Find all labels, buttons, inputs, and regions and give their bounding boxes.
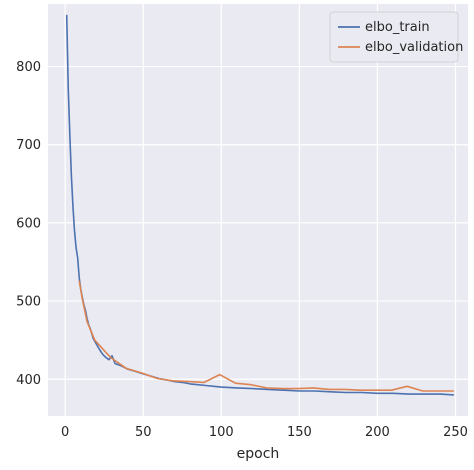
plot-background	[48, 4, 468, 416]
x-tick-label: 50	[135, 425, 152, 440]
x-axis-label: epoch	[237, 446, 280, 462]
legend-label-elbo-validation: elbo_validation	[365, 40, 463, 55]
series-layer	[65, 14, 454, 396]
grid	[48, 4, 468, 416]
x-tick-label: 0	[61, 425, 69, 440]
y-tick-labels: 400 500 600 700 800	[16, 60, 41, 388]
x-tick-label: 200	[365, 425, 390, 440]
y-tick-label: 400	[16, 373, 41, 388]
legend-label-elbo-train: elbo_train	[365, 20, 430, 35]
x-tick-labels: 0 50 100 150 200 250	[61, 425, 468, 440]
legend: elbo_train elbo_validation	[329, 11, 463, 63]
y-tick-label: 500	[16, 295, 41, 310]
series-line-elbo-validation	[78, 280, 454, 392]
y-tick-label: 600	[16, 216, 41, 231]
y-tick-label: 700	[16, 138, 41, 153]
y-tick-label: 800	[16, 60, 41, 75]
x-tick-label: 100	[209, 425, 234, 440]
x-tick-label: 150	[287, 425, 312, 440]
x-tick-label: 250	[443, 425, 468, 440]
legend-box	[329, 11, 459, 63]
